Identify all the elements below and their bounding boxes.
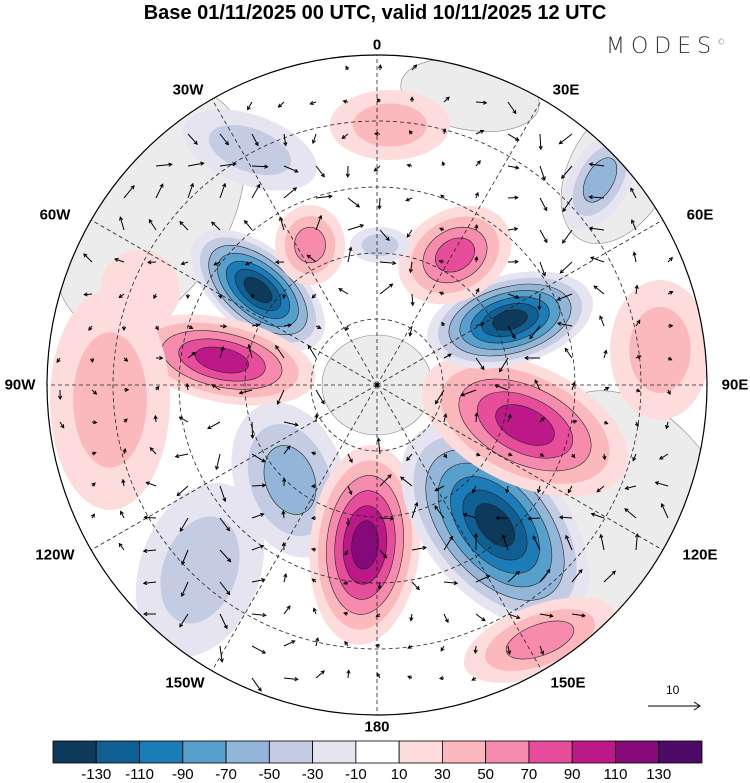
- colorbar-swatch: [355, 740, 400, 764]
- colorbar-swatch: [571, 740, 616, 764]
- lon-label-120w: 120W: [35, 546, 75, 564]
- lon-label-90e: 90E: [721, 376, 749, 394]
- lon-label-180: 180: [364, 718, 390, 736]
- negative-anomaly: [183, 109, 317, 191]
- negative-anomaly: [350, 227, 410, 263]
- colorbar-swatch: [95, 740, 140, 764]
- lon-label-90w: 90W: [4, 376, 36, 394]
- colorbar-swatch: [441, 740, 487, 764]
- lon-label-120e: 120E: [682, 546, 718, 564]
- colorbar-swatch: [268, 740, 314, 764]
- negative-anomaly: [191, 229, 325, 351]
- positive-anomaly: [422, 353, 628, 497]
- positive-anomaly: [330, 90, 450, 160]
- colorbar-tick-label: -50: [258, 766, 281, 783]
- modes-logo: MODES©: [606, 34, 725, 59]
- negative-anomaly: [427, 271, 593, 369]
- logo-mark: ©: [717, 37, 726, 47]
- colorbar-swatch: [225, 740, 270, 764]
- colorbar-swatch: [52, 740, 97, 764]
- positive-anomaly: [463, 597, 617, 683]
- colorbar-tick-label: 10: [390, 766, 408, 783]
- colorbar-tick-label: 50: [477, 766, 494, 783]
- pole-marker: [375, 383, 379, 387]
- lon-label-60e: 60E: [686, 206, 714, 224]
- colorbar-swatch: [182, 740, 227, 764]
- lon-label-60w: 60W: [39, 206, 71, 224]
- colorbar-swatch: [485, 740, 530, 764]
- colorbar-swatch: [615, 740, 660, 764]
- colorbar-tick-label: 90: [563, 766, 581, 783]
- colorbar-tick-label: -110: [125, 766, 154, 783]
- positive-anomaly: [128, 314, 316, 406]
- lon-label-0: 0: [372, 36, 382, 54]
- lon-label-150e: 150E: [550, 674, 586, 692]
- colorbar-tick-label: 30: [434, 766, 451, 783]
- colorbar-tick-label: -70: [215, 766, 237, 783]
- graticule: [47, 55, 707, 715]
- colorbar-tick-label: 130: [646, 766, 672, 783]
- colorbar-tick-label: 110: [603, 766, 628, 783]
- wind-vectors: [56, 64, 674, 692]
- positive-anomaly: [309, 445, 421, 645]
- positive-anomaly: [610, 280, 707, 420]
- lon-label-150w: 150W: [165, 674, 205, 692]
- positive-anomaly: [50, 290, 170, 510]
- colorbar-tick-label: -90: [171, 766, 194, 783]
- colorbar: [52, 740, 703, 764]
- colorbar-tick-label: -30: [301, 766, 324, 783]
- lon-label-30e: 30E: [552, 81, 580, 99]
- lon-label-30w: 30W: [172, 81, 204, 99]
- map-title: Base 01/11/2025 00 UTC, valid 10/11/2025…: [143, 2, 607, 24]
- colorbar-swatch: [139, 740, 184, 764]
- reference-vector-head: [693, 701, 701, 711]
- colorbar-swatch: [312, 740, 357, 764]
- colorbar-swatch: [398, 740, 443, 764]
- colorbar-swatch: [658, 740, 703, 764]
- positive-anomaly: [275, 205, 345, 285]
- colorbar-tick-label: -130: [81, 766, 112, 783]
- logo-text: MODES: [606, 34, 718, 59]
- positive-anomaly: [100, 250, 180, 330]
- map-border: [46, 54, 708, 716]
- colorbar-tick-label: 70: [520, 766, 538, 783]
- colorbar-tick-label: -10: [345, 766, 367, 783]
- vector-reference-label: 10: [666, 683, 680, 697]
- colorbar-swatch: [528, 740, 573, 764]
